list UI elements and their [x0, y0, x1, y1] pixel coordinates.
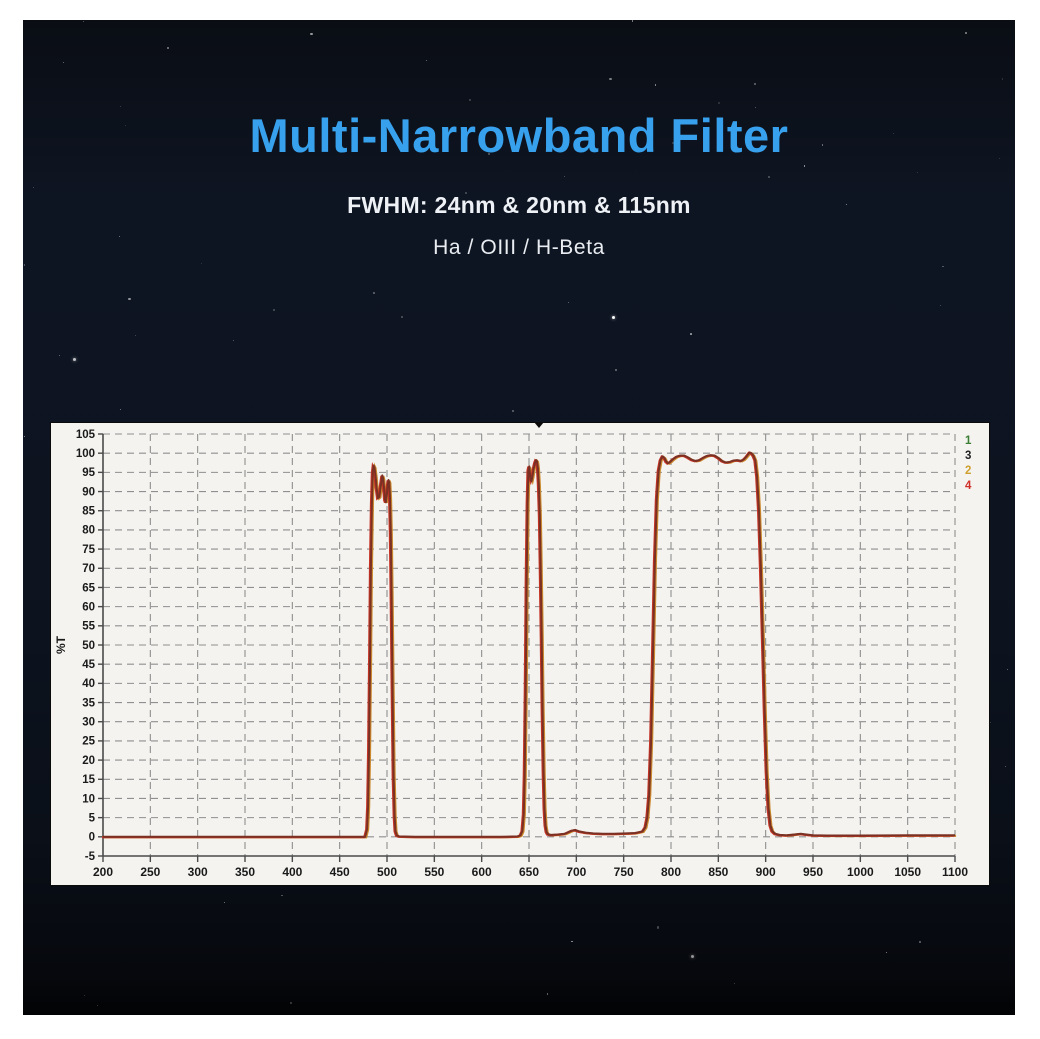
svg-text:70: 70 [82, 563, 95, 575]
svg-text:900: 900 [756, 865, 776, 879]
svg-text:15: 15 [82, 774, 95, 786]
svg-text:700: 700 [566, 865, 586, 879]
svg-text:400: 400 [282, 865, 302, 879]
svg-text:95: 95 [82, 467, 95, 479]
svg-text:200: 200 [93, 865, 113, 879]
svg-text:65: 65 [82, 582, 95, 594]
svg-text:105: 105 [76, 429, 96, 441]
svg-text:300: 300 [188, 865, 208, 879]
svg-text:550: 550 [424, 865, 444, 879]
emission-lines-subtitle: Ha / OIII / H-Beta [433, 236, 605, 259]
svg-text:450: 450 [330, 865, 350, 879]
svg-text:20: 20 [82, 755, 95, 767]
starfield-background: Multi-Narrowband Filter FWHM: 24nm & 20n… [23, 20, 1015, 1015]
legend-entry-2: 2 [965, 465, 971, 477]
legend-entry-1: 1 [965, 435, 972, 447]
svg-text:600: 600 [472, 865, 492, 879]
svg-text:90: 90 [82, 486, 95, 498]
svg-text:800: 800 [661, 865, 681, 879]
svg-text:350: 350 [235, 865, 255, 879]
top-edge-marker-icon [534, 422, 544, 428]
fwhm-subtitle: FWHM: 24nm & 20nm & 115nm [347, 192, 691, 218]
transmission-chart: -505101520253035404550556065707580859095… [54, 429, 972, 879]
svg-text:50: 50 [82, 640, 95, 652]
svg-text:850: 850 [708, 865, 728, 879]
page-title: Multi-Narrowband Filter [249, 109, 789, 162]
svg-text:500: 500 [377, 865, 397, 879]
svg-text:35: 35 [82, 697, 95, 709]
svg-text:0: 0 [89, 832, 95, 844]
svg-text:750: 750 [614, 865, 634, 879]
svg-text:75: 75 [82, 544, 95, 556]
svg-text:45: 45 [82, 659, 95, 671]
svg-text:60: 60 [82, 601, 95, 613]
svg-text:55: 55 [82, 621, 95, 633]
svg-text:85: 85 [82, 506, 95, 518]
svg-text:30: 30 [82, 717, 95, 729]
legend-entry-3: 3 [965, 450, 971, 462]
svg-text:10: 10 [82, 793, 95, 805]
svg-text:1100: 1100 [942, 865, 968, 879]
legend-entry-4: 4 [965, 480, 972, 492]
svg-text:950: 950 [803, 865, 823, 879]
svg-text:80: 80 [82, 525, 95, 537]
transmission-chart-panel: -5 0 5 10 15 20 25 30 35 40 45 50 55 60 65 70 75 80 85 90 95… [50, 422, 990, 886]
svg-text:25: 25 [82, 736, 95, 748]
svg-text:-5: -5 [85, 851, 96, 863]
svg-text:100: 100 [76, 448, 95, 460]
svg-text:1000: 1000 [847, 865, 874, 879]
svg-text:5: 5 [89, 812, 96, 824]
svg-text:650: 650 [519, 865, 539, 879]
svg-text:1050: 1050 [894, 865, 921, 879]
svg-text:40: 40 [82, 678, 95, 690]
svg-text:%T: %T [54, 635, 68, 654]
svg-text:250: 250 [140, 865, 160, 879]
